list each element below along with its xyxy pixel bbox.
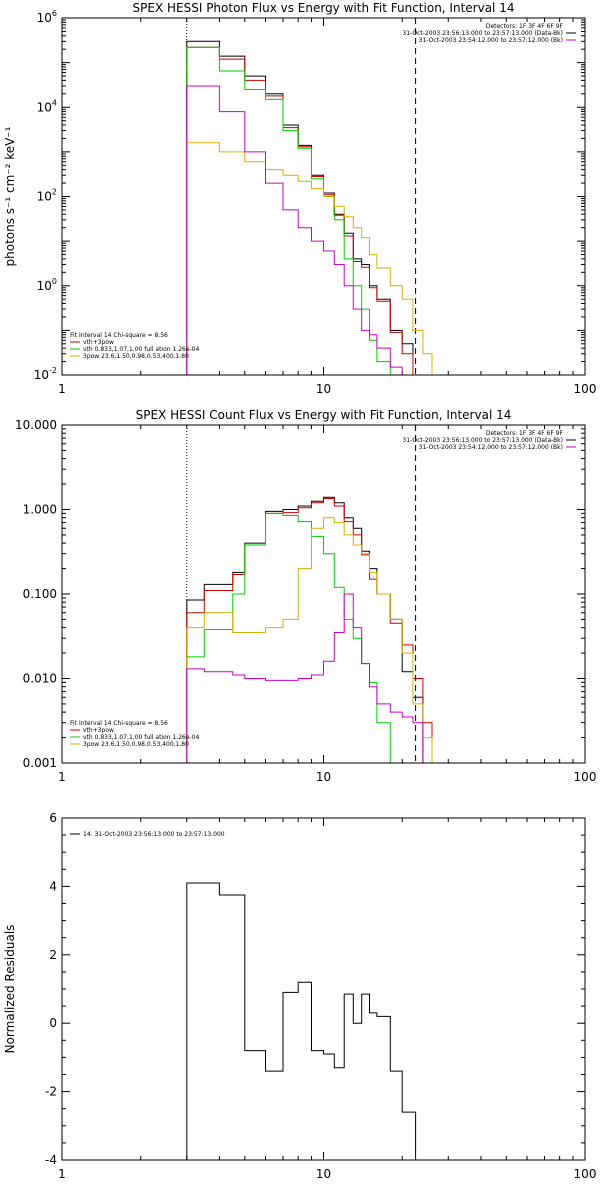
legend-text: 14. 31-Oct-2003 23:56:13.000 to 23:57:13… [83, 831, 225, 838]
axes: 1 10 100 10-2 100 102 104 106 [34, 9, 597, 396]
x-tick-label: 1 [58, 770, 66, 784]
series-line-data-bk [186, 496, 424, 763]
y-tick-label: 6 [49, 811, 57, 825]
y-tick-label: 2 [49, 948, 57, 962]
header-text: 31-Oct-2003 23:54:12.000 to 23:57:12.000… [419, 444, 563, 451]
legend-text: 3pow 23.6,1.50,0.98,0.53,400,1.80 [83, 353, 189, 360]
header-text: 31-Oct-2003 23:56:13.000 to 23:57:13.000… [402, 30, 563, 37]
series-group [186, 882, 417, 1160]
plot-frame [61, 817, 586, 1161]
header-text: 31-Oct-2003 23:54:12.000 to 23:57:12.000… [419, 37, 563, 44]
series-line-14-31-oct-2003-23-56-13-000-to-23-57-13-000 [186, 882, 417, 1160]
legend-text: 3pow 23.6,1.50,0.98,0.53,400,1.80 [83, 741, 189, 748]
plot-frame [61, 424, 586, 764]
axes: 1 10 100 0.001 0.010 0.100 1.000 10.000 [15, 418, 596, 784]
series-line-bk [186, 85, 413, 375]
header-text: Detectors: 1F 3F 4F 6F 9F [486, 430, 564, 437]
series-group [186, 496, 441, 763]
legend-text: vth+3pow [83, 727, 114, 734]
panel-2: SPEX HESSI Count Flux vs Energy with Fit… [15, 408, 596, 784]
y-tick-label: 0.001 [23, 756, 57, 770]
series-line-vth-3pow [186, 46, 414, 375]
y-tick-label: 1.000 [23, 503, 57, 517]
chart-title: SPEX HESSI Photon Flux vs Energy with Fi… [133, 1, 515, 15]
x-tick-label: 10 [316, 1167, 331, 1181]
series-line-3pow [186, 142, 441, 375]
x-tick-label: 100 [574, 382, 597, 396]
y-tick-label: 10-2 [34, 366, 57, 382]
series-line-vth [186, 512, 391, 763]
y-tick-label: 100 [37, 277, 57, 293]
legend-text: vth 0.833,1.07,1.00 full ation 1.26e-04 [83, 734, 199, 741]
legend-text: Fit Interval 14 Chi-square = 8.56 [70, 332, 168, 339]
legend-text: vth+3pow [83, 339, 114, 346]
y-tick-label: -2 [45, 1085, 57, 1099]
x-tick-label: 10 [316, 770, 331, 784]
x-tick-label: 10 [316, 382, 331, 396]
y-tick-label: 102 [37, 188, 57, 204]
legend-text: vth 0.833,1.07,1.00 full ation 1.26e-04 [83, 346, 199, 353]
panel-1: SPEX HESSI Photon Flux vs Energy with Fi… [3, 1, 596, 396]
series-line-vth-3pow [186, 498, 433, 763]
panel-3: Normalized Residuals 1 10 100 -4 -2 0 2 4 6 14. 31… [3, 811, 596, 1181]
series-line-3pow [186, 517, 441, 763]
x-tick-label: 1 [58, 1167, 66, 1181]
chart-title: SPEX HESSI Count Flux vs Energy with Fit… [136, 408, 512, 422]
y-tick-label: 0.010 [23, 672, 57, 686]
y-tick-label: 106 [37, 9, 57, 25]
y-tick-label: 4 [49, 879, 57, 893]
x-tick-label: 100 [574, 1167, 597, 1181]
y-tick-label: 0.100 [23, 587, 57, 601]
header-text: 31-Oct-2003 23:56:13.000 to 23:57:13.000… [402, 437, 563, 444]
series-line-bk [186, 593, 424, 763]
header-text: Detectors: 1F 3F 4F 6F 9F [486, 23, 564, 30]
plot-frame [61, 17, 586, 376]
axes: 1 10 100 -4 -2 0 2 4 6 [45, 811, 596, 1181]
series-group [186, 40, 441, 375]
legend-text: Fit Interval 14 Chi-square = 8.56 [70, 720, 168, 727]
y-tick-label: 10.000 [15, 418, 57, 432]
x-tick-label: 1 [58, 382, 66, 396]
y-axis-label: Normalized Residuals [3, 925, 17, 1054]
y-axis-label: photons s⁻¹ cm⁻² keV⁻¹ [3, 126, 17, 266]
y-tick-label: 104 [37, 98, 57, 114]
y-tick-label: -4 [45, 1153, 57, 1167]
x-tick-label: 100 [574, 770, 597, 784]
series-line-data-bk [186, 40, 414, 375]
y-tick-label: 0 [49, 1016, 57, 1030]
